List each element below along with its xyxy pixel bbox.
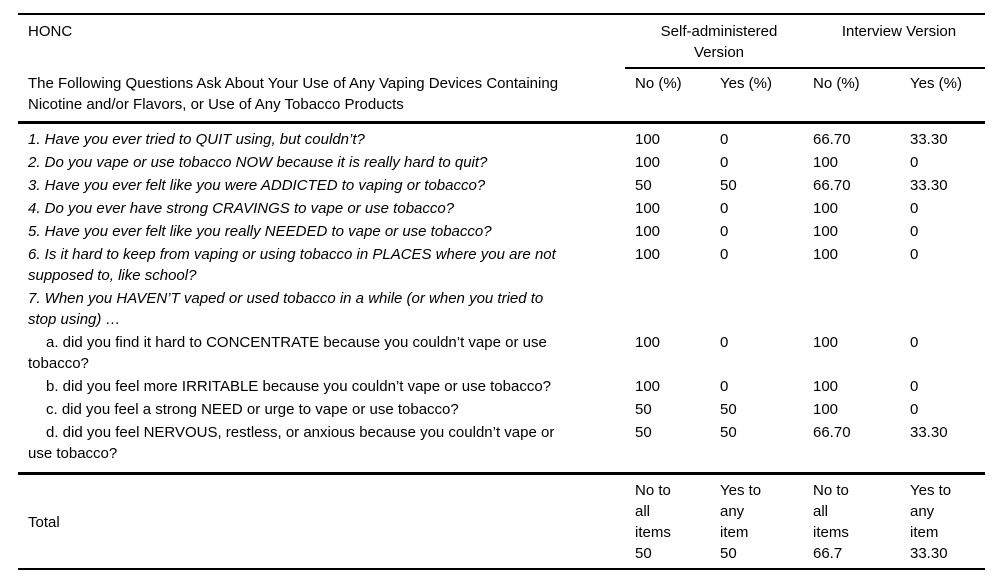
value-cell: 100 — [813, 223, 839, 240]
question-cell: 5. Have you ever felt like you really NE… — [28, 223, 492, 240]
table-row: 7. When you HAVEN’T vaped or used tobacc… — [18, 287, 985, 331]
group-label: Interview Version — [841, 23, 957, 40]
total-label: Total — [28, 513, 60, 531]
value-cell: 100 — [635, 334, 661, 351]
table-row: 1. Have you ever tried to QUIT using, bu… — [18, 128, 985, 151]
col-head-no-self: No (%) — [635, 75, 682, 92]
question-header: The Following Questions Ask About Your U… — [28, 75, 559, 113]
total-cell-value: 50 — [720, 545, 737, 562]
group-interview: Interview Version — [813, 21, 985, 67]
value-cell: 0 — [910, 401, 919, 418]
table-row: 5. Have you ever felt like you really NE… — [18, 220, 985, 243]
question-cell: 6. Is it hard to keep from vaping or usi… — [28, 246, 556, 284]
table-header-columns: The Following Questions Ask About Your U… — [18, 69, 985, 124]
honc-table: HONC Self-administered Version Interview… — [18, 13, 985, 570]
value-cell: 50 — [720, 401, 737, 418]
question-cell: d. did you feel NERVOUS, restless, or an… — [28, 424, 555, 462]
value-cell: 100 — [813, 334, 839, 351]
table-row: 4. Do you ever have strong CRAVINGS to v… — [18, 197, 985, 220]
value-cell: 50 — [635, 401, 652, 418]
value-cell: 0 — [910, 200, 919, 217]
value-cell: 0 — [720, 223, 729, 240]
value-cell: 100 — [813, 378, 839, 395]
value-cell: 100 — [813, 154, 839, 171]
value-cell: 0 — [720, 378, 729, 395]
total-cell-label: Yes to any item — [720, 482, 762, 541]
total-cell-label: Yes to any item — [910, 482, 952, 541]
total-row: Total No to all items 50 Yes to any item… — [18, 475, 985, 570]
group-spanners: Self-administered Version Interview Vers… — [625, 15, 985, 69]
value-cell: 100 — [813, 200, 839, 217]
total-cell: Yes to any item 33.30 — [910, 480, 985, 564]
table-row: a. did you find it hard to CONCENTRATE b… — [18, 331, 985, 375]
table-row: 6. Is it hard to keep from vaping or usi… — [18, 243, 985, 287]
total-cell-value: 66.7 — [813, 545, 843, 562]
value-cell: 33.30 — [910, 177, 948, 194]
total-cell: No to all items 50 — [635, 480, 720, 564]
col-head-yes-interview: Yes (%) — [910, 75, 962, 92]
table-row: c. did you feel a strong NEED or urge to… — [18, 398, 985, 421]
value-cell: 100 — [635, 246, 661, 263]
question-cell: b. did you feel more IRRITABLE because y… — [46, 378, 552, 395]
value-cell: 0 — [910, 154, 919, 171]
value-cell: 33.30 — [910, 424, 948, 441]
table-header-groups: HONC Self-administered Version Interview… — [18, 15, 985, 69]
value-cell: 0 — [720, 131, 729, 148]
total-cell-label: No to all items — [635, 482, 671, 541]
total-cell-value: 33.30 — [910, 545, 948, 562]
total-cell: No to all items 66.7 — [813, 480, 910, 564]
value-cell: 50 — [635, 424, 652, 441]
value-cell: 66.70 — [813, 177, 851, 194]
value-cell: 50 — [720, 177, 737, 194]
total-cell-value: 50 — [635, 545, 652, 562]
value-cell: 33.30 — [910, 131, 948, 148]
value-cell: 0 — [720, 154, 729, 171]
table-row: b. did you feel more IRRITABLE because y… — [18, 375, 985, 398]
question-cell: c. did you feel a strong NEED or urge to… — [46, 401, 459, 418]
value-cell: 100 — [813, 246, 839, 263]
value-cell: 100 — [635, 154, 661, 171]
question-cell: 7. When you HAVEN’T vaped or used tobacc… — [28, 290, 544, 328]
value-cell: 50 — [635, 177, 652, 194]
value-cell: 0 — [910, 334, 919, 351]
group-self-administered: Self-administered Version — [625, 21, 813, 67]
question-cell: 4. Do you ever have strong CRAVINGS to v… — [28, 200, 455, 217]
value-cell: 0 — [910, 246, 919, 263]
value-cell: 100 — [635, 223, 661, 240]
value-cell: 100 — [635, 131, 661, 148]
group-label: Self-administered Version — [660, 23, 778, 61]
value-cell: 0 — [910, 223, 919, 240]
value-cell: 50 — [720, 424, 737, 441]
question-cell: a. did you find it hard to CONCENTRATE b… — [28, 334, 547, 372]
table-title: HONC — [28, 23, 73, 40]
table-row: 3. Have you ever felt like you were ADDI… — [18, 174, 985, 197]
question-cell: 2. Do you vape or use tobacco NOW becaus… — [28, 154, 488, 171]
value-cell: 0 — [720, 334, 729, 351]
table-body: 1. Have you ever tried to QUIT using, bu… — [18, 124, 985, 475]
value-cell: 0 — [910, 378, 919, 395]
col-head-no-interview: No (%) — [813, 75, 860, 92]
value-cell: 0 — [720, 246, 729, 263]
value-cell: 66.70 — [813, 131, 851, 148]
total-cell: Yes to any item 50 — [720, 480, 813, 564]
value-cell: 100 — [635, 378, 661, 395]
table-row: d. did you feel NERVOUS, restless, or an… — [18, 421, 985, 465]
value-cell: 66.70 — [813, 424, 851, 441]
question-cell: 1. Have you ever tried to QUIT using, bu… — [28, 131, 365, 148]
value-cell: 100 — [635, 200, 661, 217]
question-cell: 3. Have you ever felt like you were ADDI… — [28, 177, 486, 194]
value-cell: 0 — [720, 200, 729, 217]
col-head-yes-self: Yes (%) — [720, 75, 772, 92]
value-cell: 100 — [813, 401, 839, 418]
total-cell-label: No to all items — [813, 482, 849, 541]
table-row: 2. Do you vape or use tobacco NOW becaus… — [18, 151, 985, 174]
